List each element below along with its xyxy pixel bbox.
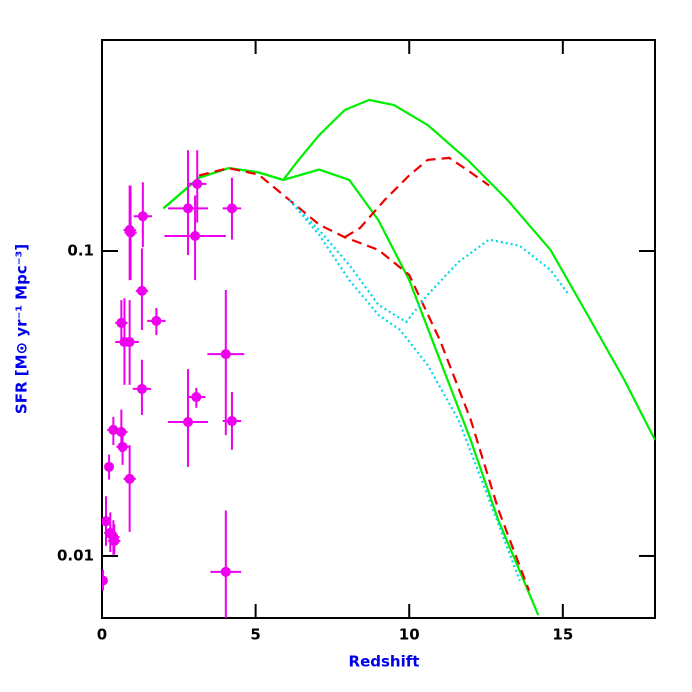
curve (288, 199, 521, 582)
data-point (125, 227, 136, 238)
x-tick-label: 5 (250, 626, 260, 644)
y-tick-label: 0.1 (67, 242, 94, 260)
curve (198, 166, 531, 591)
data-point (220, 349, 231, 360)
data-point (109, 535, 120, 546)
data-point (137, 211, 148, 222)
data-point (226, 203, 237, 214)
data-point (191, 392, 202, 403)
data-point (104, 461, 115, 472)
data-point (124, 337, 135, 348)
curve (344, 156, 490, 239)
data-point (116, 426, 127, 437)
data-point (102, 575, 108, 586)
data-point (183, 416, 194, 427)
y-tick-label: 0.01 (57, 546, 94, 564)
data-point (136, 383, 147, 394)
data-point (124, 473, 135, 484)
curve (288, 199, 570, 324)
data-point (102, 516, 111, 527)
data-point (226, 416, 237, 427)
data-point (220, 566, 231, 577)
x-tick-label: 15 (552, 626, 573, 644)
x-tick-label: 0 (97, 626, 107, 644)
x-axis-label: Redshift (349, 653, 420, 671)
x-tick-label: 10 (399, 626, 420, 644)
data-point (192, 178, 203, 189)
plot-frame (101, 39, 656, 619)
data-point (190, 231, 201, 242)
data-point (151, 315, 162, 326)
curve (162, 98, 655, 441)
y-axis-label: SFR [M⊙ yr⁻¹ Mpc⁻³] (13, 244, 31, 414)
data-point (136, 285, 147, 296)
data-point (117, 441, 128, 452)
plot-area (102, 98, 655, 618)
data-point (183, 203, 194, 214)
